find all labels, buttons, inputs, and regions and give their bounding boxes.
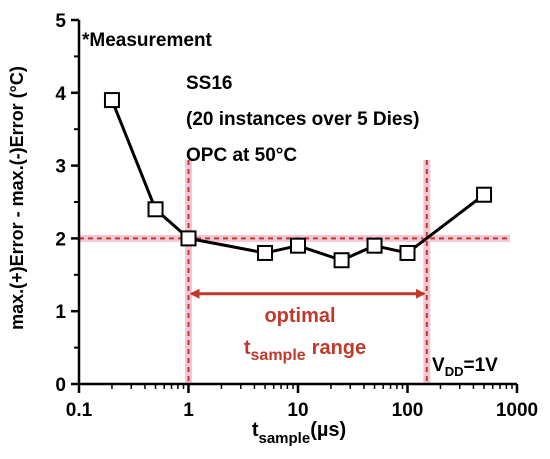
range-label: tsample range [244, 337, 366, 364]
y-tick-label-2: 2 [55, 229, 66, 250]
data-point-0-2 [180, 230, 197, 247]
x-axis-label: tsample(µs) [252, 419, 346, 447]
y-tick-label-1: 1 [55, 302, 66, 323]
x-tick-label-1: 1 [183, 400, 194, 421]
info-line-3: OPC at 50°C [186, 145, 297, 166]
vdd-label-main: V [432, 355, 445, 376]
x-tick-label-4: 1000 [496, 400, 538, 421]
x-tick-label-3: 100 [392, 400, 424, 421]
vdd-label-tail: =1V [463, 355, 498, 376]
x-axis-label-main: t [252, 419, 259, 441]
optimal-label: optimal [264, 305, 335, 327]
range-label-main: t [244, 337, 251, 359]
data-point-0-0 [103, 92, 120, 109]
x-axis-label-sub: sample [259, 430, 311, 447]
vdd-label-sub: DD [445, 364, 464, 379]
data-point-0-1 [147, 201, 164, 218]
data-point-0-8 [476, 186, 493, 203]
data-point-0-3 [257, 244, 274, 261]
y-tick-label-0: 0 [55, 375, 66, 396]
info-line-1: SS16 [186, 73, 232, 94]
data-point-0-5 [333, 252, 350, 269]
measurement-label: *Measurement [82, 30, 213, 51]
y-tick-label-4: 4 [55, 84, 66, 105]
axes: 0 1 2 3 4 5 0.1 1 10 100 1000 [55, 11, 538, 421]
data-point-0-4 [290, 237, 306, 254]
y-tick-label-3: 3 [55, 157, 66, 178]
y-tick-label-5: 5 [55, 11, 66, 32]
data-point-0-7 [399, 244, 416, 261]
data-series [103, 92, 493, 269]
range-label-tail: range [312, 337, 366, 359]
x-axis-label-unit: (µs) [310, 419, 346, 441]
x-tick-label-0: 0.1 [66, 400, 93, 421]
y-axis-label: max.(+)Error - max.(-)Error (°C) [7, 66, 27, 330]
data-point-0-6 [366, 237, 383, 254]
x-tick-label-2: 10 [287, 400, 308, 421]
info-line-2: (20 instances over 5 Dies) [186, 109, 419, 130]
range-label-sub: sample [251, 347, 306, 364]
vdd-label: VDD=1V [432, 355, 498, 379]
